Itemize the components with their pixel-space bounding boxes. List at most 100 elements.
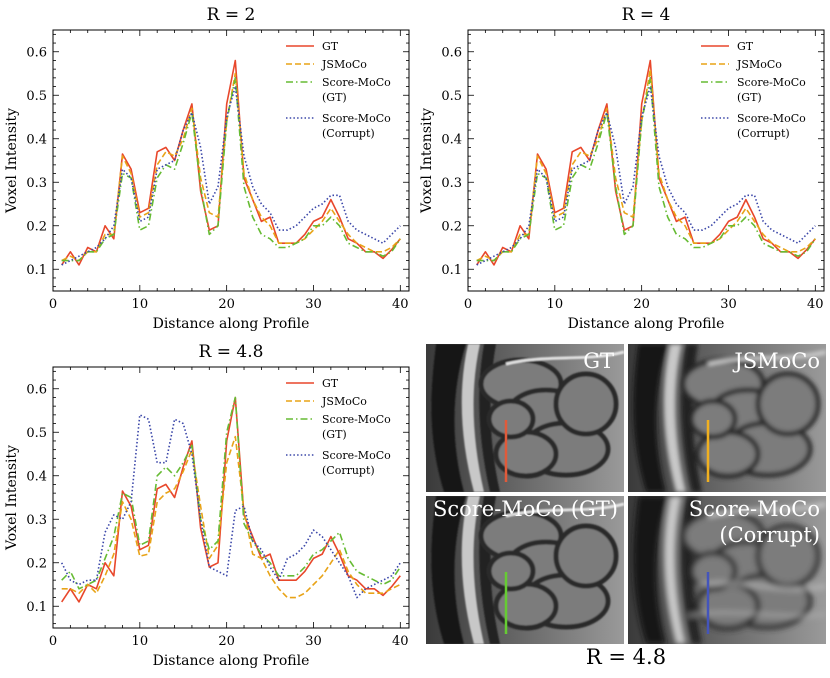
chart-r48: R = 4.8 0 10 20 30 40 0.1 0.2 0.3 0.4 0.5 0.6 Distan… xyxy=(0,337,415,674)
mri-bright-edge xyxy=(505,350,625,366)
mri-motion-ghost xyxy=(697,580,827,592)
mri-dark-band xyxy=(633,344,668,492)
r2-xtick-label: 20 xyxy=(218,297,235,312)
chart-r4-svg: R = 4 0 10 20 30 40 0.1 0.2 0.3 0.4 0.5 0.6 Distance… xyxy=(419,5,825,332)
r4-ytick-label: 0.4 xyxy=(441,132,462,147)
r2-xtick-label: 0 xyxy=(49,297,57,312)
chart-r2-svg: R = 2 0 10 20 30 40 0.1 0.2 0.3 0.4 0.5 0.6 Distance… xyxy=(4,5,410,332)
r48-series-3 xyxy=(60,414,401,599)
r2-legend-label-1: JSMoCo xyxy=(321,58,367,71)
r48-xtick-label: 30 xyxy=(305,634,322,649)
mri-bright-edge xyxy=(707,350,827,366)
r2-series-3 xyxy=(61,85,401,266)
r2-xtick-label: 10 xyxy=(132,297,149,312)
r4-series-3 xyxy=(476,85,816,266)
r48-axes-frame xyxy=(52,366,410,629)
r48-series-2 xyxy=(61,396,401,590)
mri-dark-band xyxy=(633,496,668,644)
r4-xlabel: Distance along Profile xyxy=(568,316,725,332)
r48-title: R = 4.8 xyxy=(199,342,264,362)
mri-tile-jsmoco: JSMoCo xyxy=(628,344,827,492)
mri-tile-scoremoco-corrupt: Score-MoCo (Corrupt) xyxy=(628,496,827,644)
mri-bright-edge xyxy=(707,502,827,518)
r48-legend-label-1: JSMoCo xyxy=(321,395,367,408)
mri-lobe xyxy=(553,371,619,437)
image-panel-caption: R = 4.8 xyxy=(585,645,667,669)
r48-xtick-label: 20 xyxy=(218,634,235,649)
r4-ytick-label: 0.6 xyxy=(441,45,462,60)
r48-xtick-label: 40 xyxy=(392,634,409,649)
r48-legend-label-2: (GT) xyxy=(322,428,347,441)
mri-label-scoremoco-gt: Score-MoCo (GT) xyxy=(432,497,618,521)
r48-ytick-label: 0.4 xyxy=(26,469,47,484)
r4-title: R = 4 xyxy=(622,5,671,25)
r48-series-0 xyxy=(61,396,401,603)
r4-axes-frame xyxy=(467,29,825,292)
mri-tile-gt: GT xyxy=(426,344,625,492)
r48-xtick-label: 0 xyxy=(49,634,57,649)
r2-legend-label-0: GT xyxy=(322,40,339,53)
r2-ytick-label: 0.2 xyxy=(26,219,47,234)
r48-legend-label-3: Score-MoCo xyxy=(322,449,391,462)
mri-lobe xyxy=(688,398,738,440)
mri-tile-scoremoco-gt: Score-MoCo (GT) xyxy=(426,496,625,644)
r2-legend-label-2: (GT) xyxy=(322,91,347,104)
r4-ytick-label: 0.5 xyxy=(441,89,462,104)
mri-image-gt xyxy=(426,344,625,492)
r48-ytick-label: 0.6 xyxy=(26,382,47,397)
r2-xlabel: Distance along Profile xyxy=(153,316,310,332)
mri-bright-band xyxy=(461,496,484,644)
mri-anatomy xyxy=(431,496,625,644)
chart-r4: R = 4 0 10 20 30 40 0.1 0.2 0.3 0.4 0.5 0.6 Distance… xyxy=(415,0,830,337)
r4-series-2 xyxy=(476,77,816,262)
mri-image-scoremoco-gt xyxy=(426,496,625,644)
r48-legend-label-3: (Corrupt) xyxy=(322,464,375,477)
mri-bright-band xyxy=(663,344,686,492)
r4-xtick-label: 20 xyxy=(633,297,650,312)
r2-ytick-label: 0.3 xyxy=(26,176,47,191)
mri-lobe xyxy=(553,523,619,589)
r4-legend-label-2: Score-MoCo xyxy=(737,76,806,89)
mri-image-jsmoco xyxy=(628,344,827,492)
r4-xtick-label: 10 xyxy=(547,297,564,312)
mri-bright-band xyxy=(663,496,686,644)
mri-lobe xyxy=(486,398,536,440)
r2-xtick-label: 40 xyxy=(392,297,409,312)
r4-xtick-label: 40 xyxy=(807,297,824,312)
r4-xtick-label: 30 xyxy=(720,297,737,312)
r48-xtick-label: 10 xyxy=(132,634,149,649)
r2-xtick-label: 30 xyxy=(305,297,322,312)
r2-legend-label-3: (Corrupt) xyxy=(322,127,375,140)
r2-legend-label-2: Score-MoCo xyxy=(322,76,391,89)
r48-ytick-label: 0.5 xyxy=(26,426,47,441)
r4-legend-label-0: GT xyxy=(737,40,754,53)
r4-xtick-label: 0 xyxy=(464,297,472,312)
chart-r48-svg: R = 4.8 0 10 20 30 40 0.1 0.2 0.3 0.4 0.5 0.6 Distan… xyxy=(4,342,410,669)
mri-dark-band xyxy=(431,496,466,644)
r48-ytick-label: 0.3 xyxy=(26,513,47,528)
r4-legend-label-2: (GT) xyxy=(737,91,762,104)
mri-label-scoremoco-corrupt: Score-MoCo (Corrupt) xyxy=(688,497,820,547)
r2-series-2 xyxy=(61,77,401,262)
r48-series-1 xyxy=(61,435,401,599)
mri-bright-band xyxy=(461,344,484,492)
r48-ytick-label: 0.1 xyxy=(26,600,47,615)
mri-anatomy xyxy=(633,496,827,644)
r2-ytick-label: 0.1 xyxy=(26,263,47,278)
mri-motion-ghost xyxy=(687,609,827,619)
mri-lobe xyxy=(486,550,536,592)
r4-legend-label-3: (Corrupt) xyxy=(737,127,790,140)
r2-axes-frame xyxy=(52,29,410,292)
r48-ylabel: Voxel Intensity xyxy=(4,445,20,551)
r4-legend-label-1: JSMoCo xyxy=(736,58,782,71)
mri-dark-band xyxy=(431,344,466,492)
mri-image-scoremoco-corrupt xyxy=(628,496,827,644)
r2-ytick-label: 0.4 xyxy=(26,132,47,147)
r2-title: R = 2 xyxy=(207,5,256,25)
mri-anatomy xyxy=(431,344,625,492)
r48-legend-label-2: Score-MoCo xyxy=(322,413,391,426)
r2-ytick-label: 0.5 xyxy=(26,89,47,104)
r48-xlabel: Distance along Profile xyxy=(153,653,310,669)
mri-label-jsmoco: JSMoCo xyxy=(734,349,820,373)
r4-ytick-label: 0.1 xyxy=(441,263,462,278)
